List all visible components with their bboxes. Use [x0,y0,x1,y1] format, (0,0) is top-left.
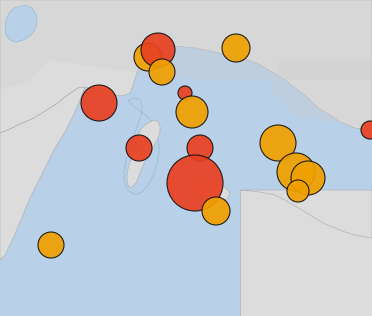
Circle shape [81,85,117,121]
Circle shape [361,121,372,139]
Circle shape [287,180,309,202]
Polygon shape [50,0,372,80]
Circle shape [126,135,152,161]
Circle shape [141,33,175,67]
Polygon shape [0,87,85,260]
Polygon shape [127,120,160,188]
Polygon shape [240,190,372,316]
Circle shape [291,161,325,195]
Polygon shape [192,181,230,201]
Polygon shape [240,190,372,238]
Circle shape [149,59,175,85]
Polygon shape [5,5,37,42]
Polygon shape [270,60,372,130]
Circle shape [167,155,223,211]
Circle shape [134,43,162,71]
Polygon shape [0,0,372,133]
Circle shape [178,86,192,100]
Circle shape [187,135,213,161]
Circle shape [260,125,296,161]
Circle shape [176,96,208,128]
Circle shape [222,34,250,62]
Circle shape [277,153,315,191]
Polygon shape [124,98,159,194]
Circle shape [38,232,64,258]
Polygon shape [0,0,50,90]
Circle shape [202,197,230,225]
